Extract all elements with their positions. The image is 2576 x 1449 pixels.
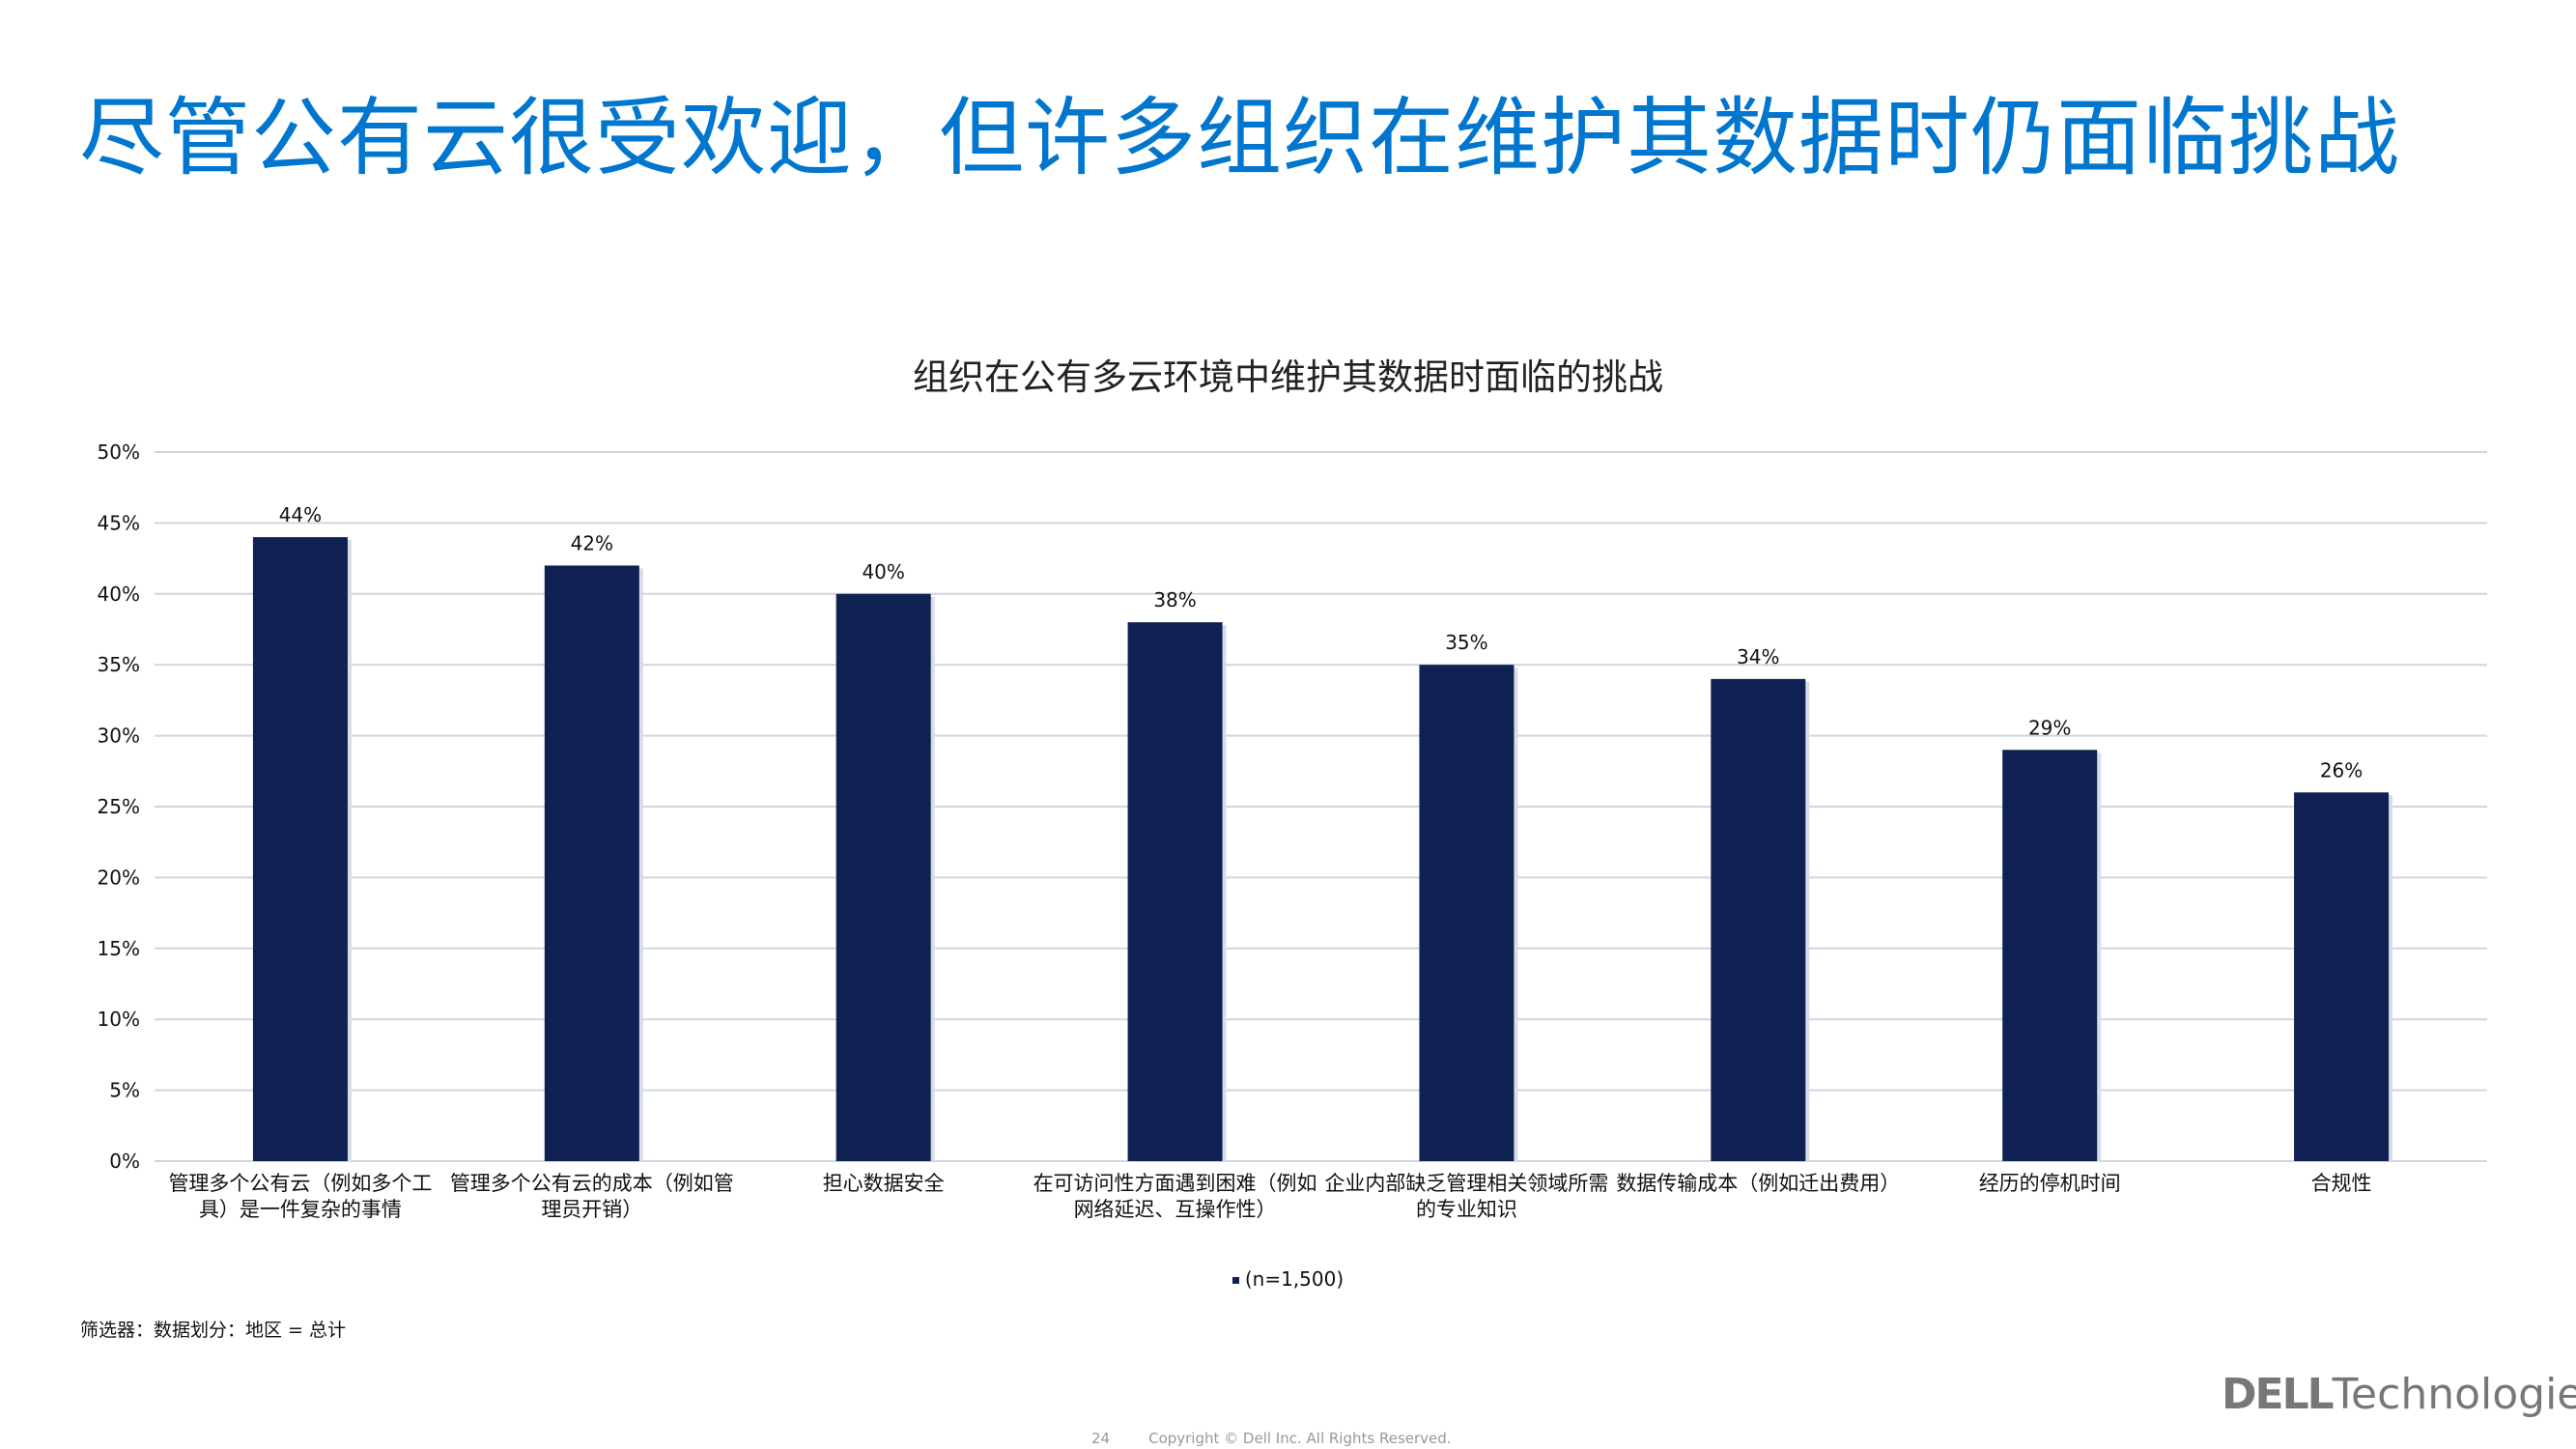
data-label: 35% [1445, 631, 1487, 654]
bar [2002, 750, 2098, 1161]
bar [544, 565, 639, 1161]
y-tick-label: 0% [109, 1150, 140, 1173]
logo-brand: DELL [2222, 1370, 2335, 1419]
y-tick-label: 15% [98, 937, 140, 960]
data-label: 26% [2320, 758, 2363, 781]
y-tick-label: 40% [98, 582, 140, 606]
data-label: 38% [1153, 588, 1196, 611]
filter-note: 筛选器：数据划分：地区 = 总计 [80, 1320, 346, 1341]
slide-title: 尽管公有云很受欢迎，但许多组织在维护其数据时仍面临挑战 [79, 88, 2401, 187]
data-label: 40% [862, 560, 904, 583]
y-tick-label: 5% [109, 1079, 140, 1102]
legend: (n=1,500) [0, 1267, 2576, 1291]
x-tick-label: 担心数据安全 [822, 1172, 945, 1195]
copyright: Copyright © Dell Inc. All Rights Reserve… [1148, 1430, 1452, 1447]
y-tick-label: 35% [98, 653, 140, 676]
data-label: 42% [571, 531, 613, 554]
footer: 24 Copyright © Dell Inc. All Rights Reser… [1091, 1430, 1452, 1447]
bar [835, 593, 931, 1161]
dell-technologies-logo: DELLTechnologies [2222, 1370, 2576, 1419]
legend-swatch [1231, 1277, 1239, 1284]
y-tick-label: 30% [98, 724, 140, 748]
y-tick-label: 50% [98, 440, 140, 464]
x-tick-label: 合规性 [2310, 1172, 2372, 1195]
bar [252, 537, 348, 1161]
bar [1127, 622, 1223, 1161]
y-tick-label: 10% [98, 1008, 140, 1031]
y-tick-label: 25% [98, 795, 140, 818]
data-label: 29% [2028, 716, 2071, 739]
bar [1711, 678, 1806, 1161]
page-number: 24 [1091, 1430, 1111, 1447]
logo-suffix: Technologies [2332, 1370, 2576, 1419]
y-tick-label: 45% [98, 511, 140, 534]
data-label: 44% [279, 503, 322, 526]
x-tick-label: 在可访问性方面遇到困难（例如网络延迟、互操作性） [1033, 1172, 1317, 1221]
bar [2294, 792, 2390, 1161]
legend-label: (n=1,500) [1244, 1267, 1345, 1291]
x-tick-label: 管理多个公有云的成本（例如管理员开销） [449, 1172, 734, 1221]
x-tick-label: 经历的停机时间 [1978, 1172, 2121, 1195]
y-tick-label: 20% [98, 866, 140, 889]
x-tick-label: 企业内部缺乏管理相关领域所需的专业知识 [1324, 1172, 1609, 1221]
bar [1419, 665, 1514, 1161]
data-label: 34% [1737, 645, 1779, 668]
x-tick-label: 管理多个公有云（例如多个工具）是一件复杂的事情 [168, 1172, 433, 1221]
bar-chart: 0% 5% 10% 15% 20% 25% 30% 35% 40% 45% 50% 44% 42% 40%… [98, 440, 2487, 1173]
x-tick-label: 数据传输成本（例如迁出费用） [1616, 1172, 1901, 1195]
chart-title: 组织在公有多云环境中维护其数据时面临的挑战 [913, 356, 1663, 398]
